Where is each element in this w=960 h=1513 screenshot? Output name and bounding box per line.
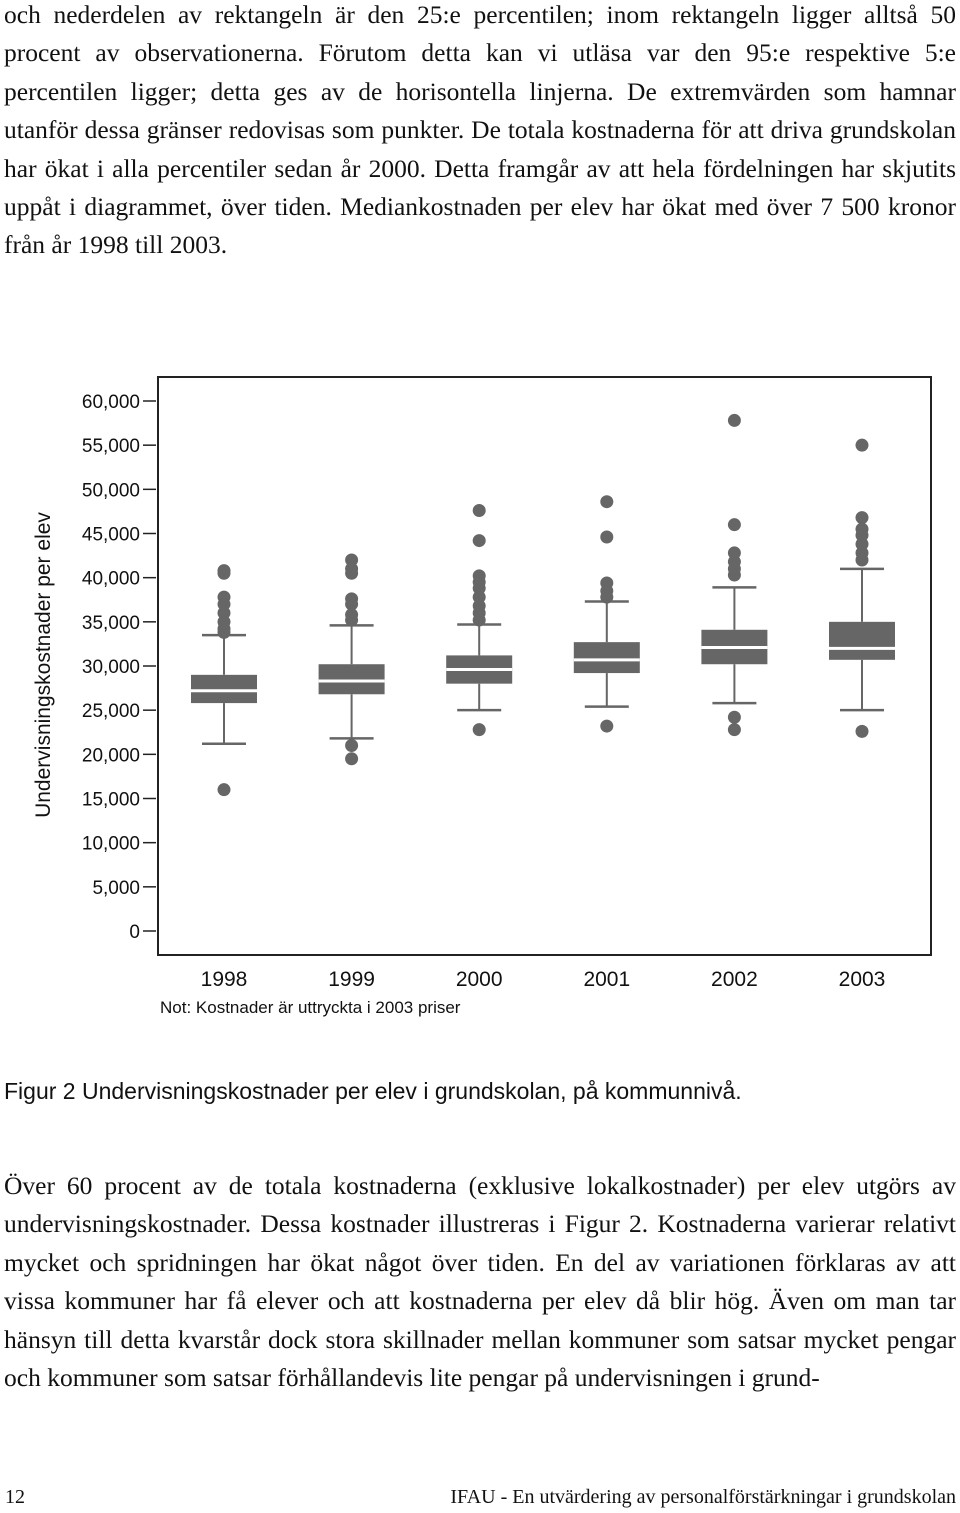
outlier-point xyxy=(855,511,869,525)
y-tick-label: 0 xyxy=(129,922,140,943)
y-tick-label: 45,000 xyxy=(82,525,140,546)
outlier-point xyxy=(472,723,486,737)
running-header: IFAU - En utvärdering av personalförstär… xyxy=(450,1486,956,1508)
iqr-box xyxy=(318,664,385,695)
outlier-point xyxy=(600,576,614,590)
x-tick-label: 1998 xyxy=(201,968,248,991)
y-tick-label: 30,000 xyxy=(82,657,140,678)
y-tick-label: 40,000 xyxy=(82,569,140,590)
outlier-point xyxy=(855,522,869,536)
figure-caption: Figur 2 Undervisningskostnader per elev … xyxy=(4,1078,742,1104)
x-tick-label: 2000 xyxy=(456,968,503,991)
outlier-point xyxy=(345,752,359,766)
boxplot-svg: Undervisningskostnader per elev Not: Kos… xyxy=(32,376,932,1017)
x-tick-label: 2002 xyxy=(711,968,758,991)
y-tick-label: 55,000 xyxy=(82,436,140,457)
y-tick-label: 50,000 xyxy=(82,480,140,501)
outlier-point xyxy=(345,739,359,752)
outlier-point xyxy=(472,569,486,583)
y-tick-label: 35,000 xyxy=(82,613,140,634)
x-axis: 1998 1999 2000 2001 2002 2003 xyxy=(201,968,886,991)
y-tick-label: 15,000 xyxy=(82,790,140,811)
outlier-point xyxy=(345,592,359,606)
box-1999 xyxy=(318,553,385,766)
outlier-point xyxy=(855,724,869,738)
boxplot-chart: Undervisningskostnader per elev Not: Kos… xyxy=(0,370,960,1020)
outlier-point xyxy=(345,608,359,622)
x-tick-label: 1999 xyxy=(328,968,375,991)
y-tick-label: 60,000 xyxy=(82,392,140,413)
outlier-point xyxy=(217,564,231,578)
y-tick-label: 20,000 xyxy=(82,745,140,766)
y-tick-label: 25,000 xyxy=(82,701,140,722)
box-2000 xyxy=(446,504,513,737)
iqr-box xyxy=(191,674,257,704)
outlier-point xyxy=(727,546,741,560)
outlier-point xyxy=(217,590,231,604)
outlier-point xyxy=(727,518,741,532)
outlier-point xyxy=(727,723,741,737)
page-number: 12 xyxy=(5,1486,25,1508)
y-axis-label: Undervisningskostnader per elev xyxy=(32,512,55,818)
outlier-point xyxy=(472,534,486,548)
outlier-point xyxy=(345,553,359,567)
outlier-point xyxy=(855,438,869,452)
outlier-point xyxy=(217,783,231,797)
x-tick-label: 2003 xyxy=(839,968,886,991)
plot-frame xyxy=(157,376,932,956)
outlier-point xyxy=(600,495,614,509)
outlier-point xyxy=(600,530,614,544)
body-paragraph-bottom: Över 60 procent av de totala kostnaderna… xyxy=(4,1171,956,1393)
box-2001 xyxy=(573,495,640,733)
y-tick-label: 10,000 xyxy=(82,834,140,855)
iqr-box xyxy=(573,642,640,674)
outlier-point xyxy=(600,719,614,733)
outlier-point xyxy=(472,504,486,518)
iqr-box xyxy=(829,621,895,660)
outlier-point xyxy=(727,413,741,427)
y-tick-label: 5,000 xyxy=(92,878,140,899)
box-1998 xyxy=(191,564,257,797)
y-axis: 0 5,000 10,000 15,000 20,000 25,000 30,000 35,0… xyxy=(82,392,156,943)
chart-note: Not: Kostnader är uttryckta i 2003 prise… xyxy=(160,998,461,1017)
x-tick-label: 2001 xyxy=(583,968,630,991)
body-paragraph-top: och nederdelen av rektangeln är den 25:e… xyxy=(4,0,956,260)
box-2003 xyxy=(829,438,895,738)
box-2002 xyxy=(701,413,768,737)
box-series xyxy=(191,413,895,797)
outlier-point xyxy=(727,710,741,724)
